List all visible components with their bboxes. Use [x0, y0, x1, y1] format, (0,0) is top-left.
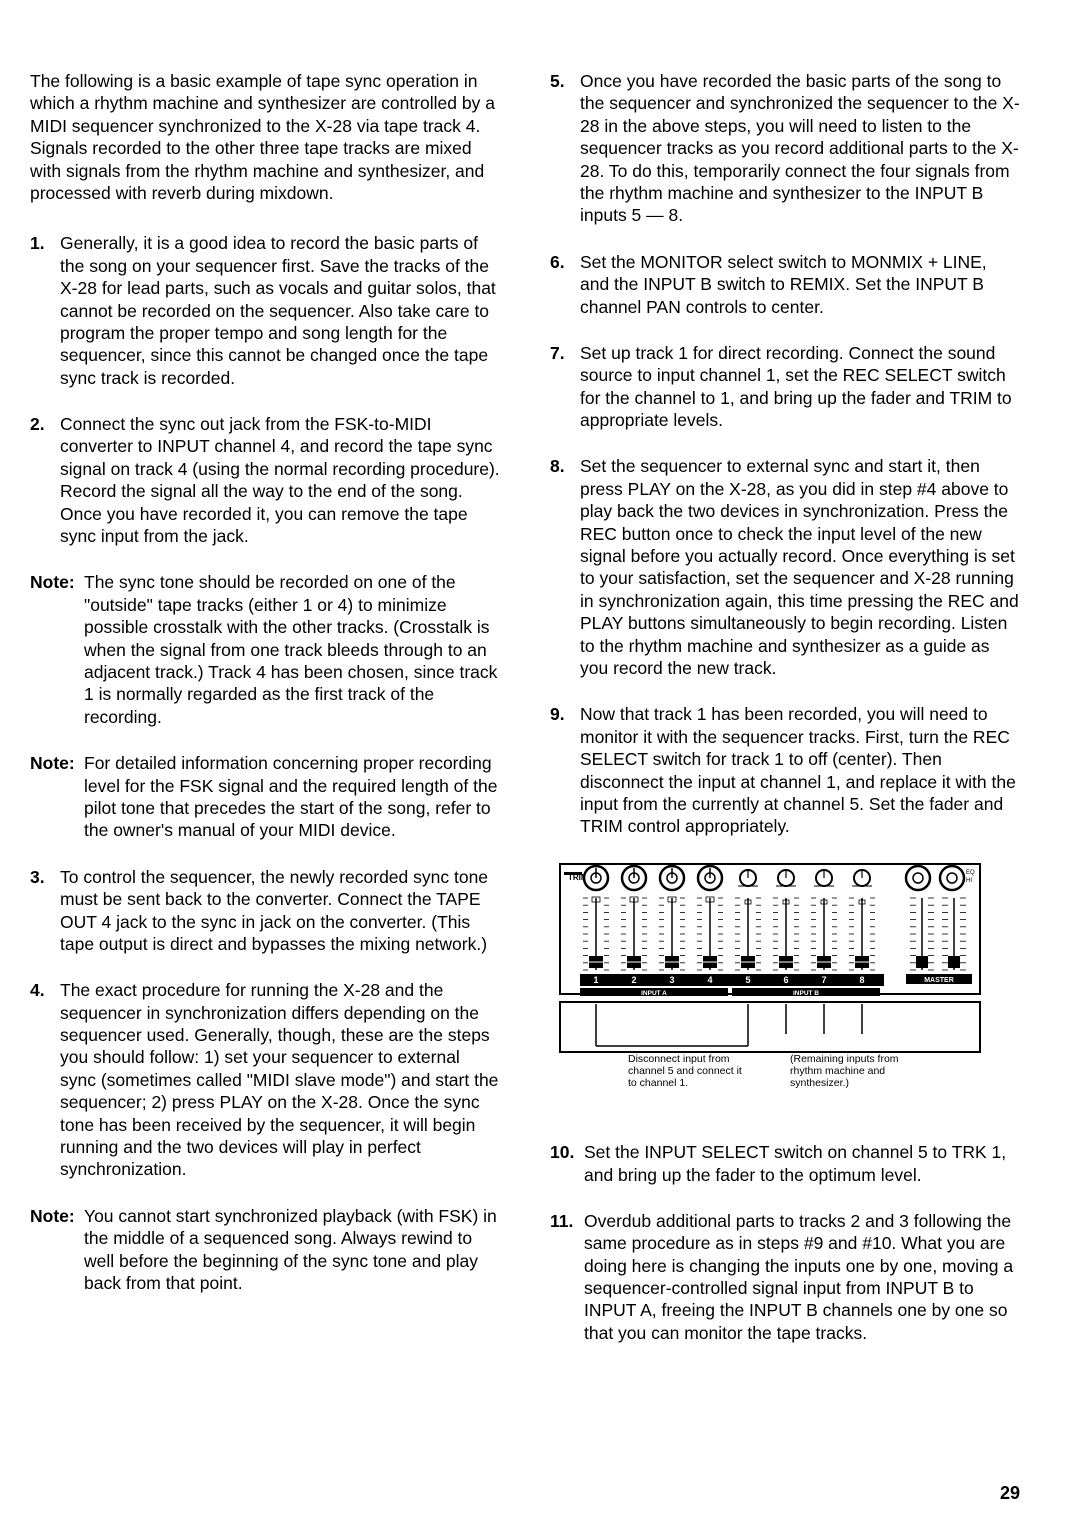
- step-7: 7. Set up track 1 for direct recording. …: [550, 342, 1020, 432]
- step-number: 1.: [30, 232, 60, 389]
- step-text: Connect the sync out jack from the FSK-t…: [60, 413, 500, 547]
- step-text: Set up track 1 for direct recording. Con…: [580, 342, 1020, 432]
- step-number: 8.: [550, 455, 580, 679]
- svg-text:4: 4: [707, 975, 712, 985]
- step-4: 4. The exact procedure for running the X…: [30, 979, 500, 1181]
- step-10: 10. Set the INPUT SELECT switch on chann…: [550, 1141, 1020, 1186]
- step-text: To control the sequencer, the newly reco…: [60, 866, 500, 956]
- step-number: 6.: [550, 251, 580, 318]
- svg-text:to channel 1.: to channel 1.: [628, 1077, 688, 1089]
- step-9: 9. Now that track 1 has been recorded, y…: [550, 703, 1020, 837]
- step-number: 2.: [30, 413, 60, 547]
- step-number: 7.: [550, 342, 580, 432]
- step-number: 3.: [30, 866, 60, 956]
- svg-text:INPUT A: INPUT A: [641, 990, 667, 997]
- mixer-diagram: TRIMEQHI12345678INPUT AINPUT BMASTERDisc…: [550, 862, 1020, 1117]
- step-text: Set the INPUT SELECT switch on channel 5…: [584, 1141, 1020, 1186]
- step-8: 8. Set the sequencer to external sync an…: [550, 455, 1020, 679]
- note-label: Note:: [30, 571, 84, 728]
- svg-text:(Remaining inputs from: (Remaining inputs from: [790, 1053, 899, 1065]
- svg-text:8: 8: [859, 975, 864, 985]
- step-text: The exact procedure for running the X-28…: [60, 979, 500, 1181]
- step-11: 11. Overdub additional parts to tracks 2…: [550, 1210, 1020, 1344]
- svg-text:5: 5: [745, 975, 750, 985]
- svg-text:6: 6: [783, 975, 788, 985]
- svg-text:Disconnect input from: Disconnect input from: [628, 1053, 730, 1065]
- svg-text:synthesizer.): synthesizer.): [790, 1077, 849, 1089]
- svg-text:channel 5 and connect it: channel 5 and connect it: [628, 1065, 742, 1077]
- svg-text:2: 2: [631, 975, 636, 985]
- step-2: 2. Connect the sync out jack from the FS…: [30, 413, 500, 547]
- step-number: 11.: [550, 1210, 584, 1344]
- note-text: The sync tone should be recorded on one …: [84, 571, 500, 728]
- note-3: Note: You cannot start synchronized play…: [30, 1205, 500, 1295]
- step-1: 1. Generally, it is a good idea to recor…: [30, 232, 500, 389]
- left-column: The following is a basic example of tape…: [30, 70, 500, 1368]
- note-label: Note:: [30, 752, 84, 842]
- note-label: Note:: [30, 1205, 84, 1295]
- note-text: You cannot start synchronized playback (…: [84, 1205, 500, 1295]
- note-1: Note: The sync tone should be recorded o…: [30, 571, 500, 728]
- step-number: 5.: [550, 70, 580, 227]
- svg-text:rhythm machine and: rhythm machine and: [790, 1065, 885, 1077]
- right-column: 5. Once you have recorded the basic part…: [550, 70, 1020, 1368]
- svg-text:EQ: EQ: [966, 870, 975, 876]
- intro-paragraph: The following is a basic example of tape…: [30, 70, 500, 204]
- step-text: Overdub additional parts to tracks 2 and…: [584, 1210, 1020, 1344]
- step-text: Once you have recorded the basic parts o…: [580, 70, 1020, 227]
- step-text: Generally, it is a good idea to record t…: [60, 232, 500, 389]
- page-number: 29: [1000, 1483, 1020, 1504]
- note-2: Note: For detailed information concernin…: [30, 752, 500, 842]
- note-text: For detailed information concerning prop…: [84, 752, 500, 842]
- step-number: 10.: [550, 1141, 584, 1186]
- svg-text:INPUT B: INPUT B: [793, 990, 819, 997]
- step-text: Set the sequencer to external sync and s…: [580, 455, 1020, 679]
- step-number: 9.: [550, 703, 580, 837]
- step-6: 6. Set the MONITOR select switch to MONM…: [550, 251, 1020, 318]
- step-text: Now that track 1 has been recorded, you …: [580, 703, 1020, 837]
- svg-text:HI: HI: [966, 878, 972, 884]
- svg-text:1: 1: [593, 975, 598, 985]
- step-number: 4.: [30, 979, 60, 1181]
- step-text: Set the MONITOR select switch to MONMIX …: [580, 251, 1020, 318]
- svg-text:MASTER: MASTER: [924, 977, 954, 984]
- svg-text:3: 3: [669, 975, 674, 985]
- step-3: 3. To control the sequencer, the newly r…: [30, 866, 500, 956]
- mixer-svg: TRIMEQHI12345678INPUT AINPUT BMASTERDisc…: [550, 862, 990, 1112]
- svg-text:7: 7: [821, 975, 826, 985]
- step-5: 5. Once you have recorded the basic part…: [550, 70, 1020, 227]
